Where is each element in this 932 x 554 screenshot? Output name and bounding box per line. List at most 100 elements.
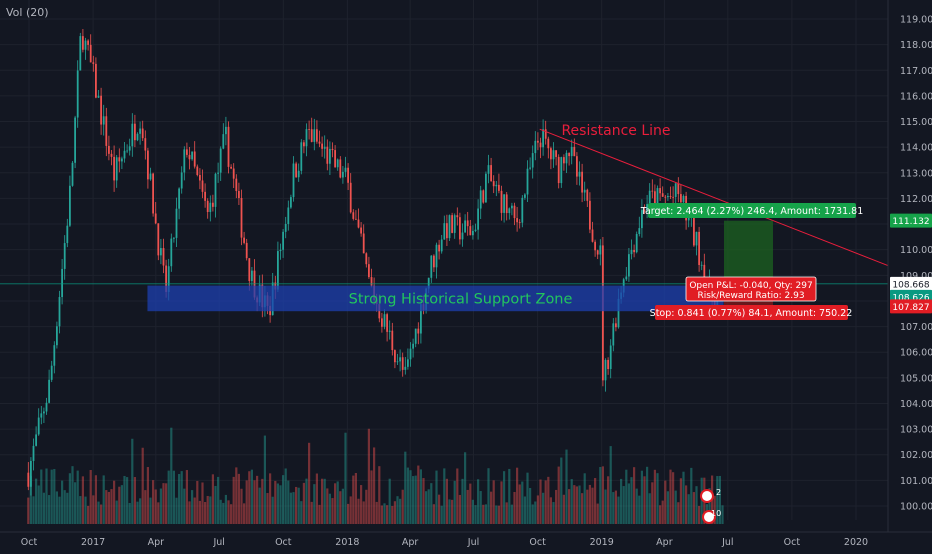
target-zone[interactable]	[724, 220, 773, 284]
volume-bar	[55, 491, 59, 524]
candle-body	[110, 153, 113, 157]
stop-label-box[interactable]: Stop: 0.841 (0.77%) 84.1, Amount: 750.22	[650, 305, 853, 320]
price-tick-label: 102.000	[900, 450, 932, 461]
volume-bar	[128, 502, 131, 524]
time-tick-label: Jul	[212, 537, 224, 548]
volume-bar	[323, 478, 326, 524]
volume-bar	[646, 466, 649, 524]
price-tick-label: 112.000	[900, 194, 932, 205]
target-label-text: Target: 2.464 (2.27%) 246.4, Amount: 173…	[640, 206, 864, 217]
price-flag[interactable]: 108.668	[890, 276, 932, 291]
candle-body	[165, 265, 168, 292]
volume-bar	[633, 467, 636, 524]
volume-bar	[321, 478, 324, 524]
volume-bar	[601, 466, 605, 524]
volume-bar	[422, 478, 425, 524]
candle-body	[56, 326, 58, 346]
volume-bar	[562, 494, 566, 524]
candle-body	[248, 258, 251, 282]
volume-bar	[331, 498, 334, 524]
volume-bar	[617, 496, 620, 524]
candle-body	[638, 228, 641, 235]
volume-bar	[456, 468, 459, 524]
candle-body	[40, 413, 43, 418]
volume-bar	[196, 480, 199, 524]
candle-body	[71, 162, 74, 186]
target-label-box[interactable]: Target: 2.464 (2.27%) 246.4, Amount: 173…	[640, 203, 864, 218]
event-marker[interactable]: 2	[700, 488, 721, 503]
volume-bar	[544, 480, 547, 524]
candle-body	[399, 357, 402, 362]
volume-bar	[427, 489, 430, 524]
volume-bar	[261, 478, 264, 524]
candle-body	[175, 208, 178, 238]
candle-body	[183, 149, 186, 173]
volume-bar	[347, 503, 350, 524]
pnl-label-bg	[685, 276, 817, 302]
volume-bar	[256, 475, 259, 524]
volume-bar	[172, 470, 176, 524]
candle-body	[568, 152, 571, 157]
volume-bar	[357, 498, 360, 524]
time-axis[interactable]: Oct 2017 Apr Jul Oct 2018 Apr Jul Oct 2019 Apr Jul O…	[0, 531, 932, 550]
volume-bar	[508, 468, 511, 524]
volume-bar	[115, 500, 118, 524]
event-marker[interactable]: 10	[702, 509, 721, 524]
price-tick-label: 103.000	[900, 425, 932, 436]
volume-bar	[58, 496, 61, 524]
volume-bar	[165, 483, 168, 524]
candle-body	[453, 215, 456, 233]
volume-bar	[482, 504, 485, 524]
volume-bar	[284, 468, 287, 524]
volume-bar	[230, 504, 233, 524]
volume-indicator-label[interactable]: Vol (20)	[6, 6, 49, 19]
candle-body	[212, 202, 214, 207]
time-tick-label: 2018	[335, 537, 359, 548]
price-tick-label: 105.000	[900, 373, 932, 384]
price-flag-label: 108.626	[892, 293, 929, 303]
volume-bar	[185, 470, 189, 524]
volume-bar	[414, 475, 417, 524]
candle-body	[277, 251, 279, 290]
volume-bar	[474, 505, 477, 524]
volume-bar	[183, 488, 186, 524]
volume-bar	[409, 470, 412, 524]
volume-bar	[417, 465, 420, 524]
volume-bar	[102, 475, 105, 524]
candle-body	[97, 95, 100, 98]
volume-bar	[464, 452, 467, 524]
time-axis-bg	[0, 532, 932, 550]
risk-reward-text: Risk/Reward Ratio: 2.93	[697, 291, 804, 301]
volume-bar	[68, 473, 72, 524]
volume-bar	[677, 502, 680, 524]
candle-body	[219, 148, 222, 173]
candle-body	[641, 210, 643, 229]
candle-body	[492, 181, 495, 187]
price-tick-label: 109.000	[900, 271, 932, 282]
candle-body	[139, 128, 142, 134]
candle-body	[300, 142, 303, 171]
price-axis[interactable]: 119.000 118.000 117.000 116.000 115.000 114.0…	[887, 0, 932, 532]
volume-bar	[214, 485, 217, 524]
volume-bar	[521, 481, 524, 524]
volume-bar	[302, 482, 306, 524]
candle-body	[123, 150, 126, 159]
price-flag[interactable]: 107.827	[890, 299, 932, 314]
volume-bar	[552, 502, 555, 524]
volume-bar	[653, 469, 657, 524]
candle-body	[287, 207, 290, 224]
volume-bar	[526, 472, 529, 524]
volume-bar	[700, 477, 703, 524]
candle-body	[162, 248, 165, 266]
support-zone[interactable]	[147, 285, 724, 312]
volume-bar	[110, 489, 113, 524]
volume-bar	[243, 503, 246, 524]
volume-bar	[263, 435, 267, 524]
price-flag[interactable]: 111.132	[890, 213, 932, 228]
candle-body	[170, 238, 173, 267]
volume-bar	[282, 475, 285, 524]
candle-body	[313, 129, 316, 142]
